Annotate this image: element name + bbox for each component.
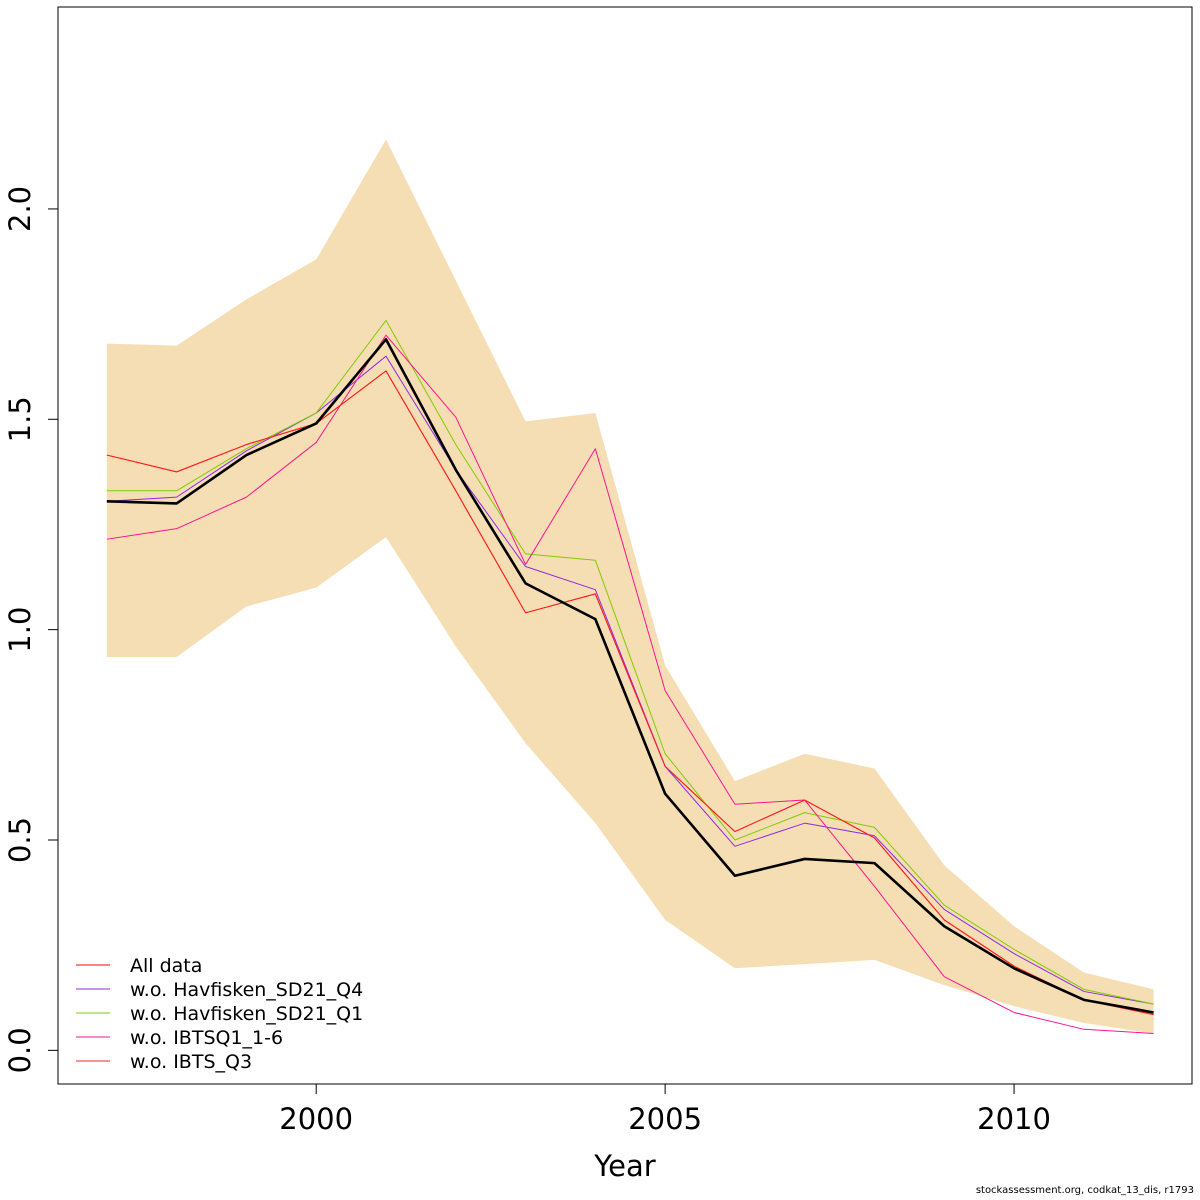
- legend-label: w.o. Havfisken_SD21_Q1: [130, 1003, 363, 1025]
- legend-label: All data: [130, 955, 202, 977]
- series-lines: [106, 319, 1154, 1035]
- x-axis: 2000 2005 2010: [279, 1084, 1051, 1136]
- x-tick-label: 2010: [977, 1102, 1051, 1136]
- y-tick-label: 1.5: [3, 396, 37, 442]
- series-line-5: [106, 370, 1154, 1016]
- series-line-estimate: [106, 338, 1154, 1014]
- legend-label: w.o. IBTS_Q3: [130, 1051, 252, 1073]
- x-tick-label: 2000: [279, 1102, 353, 1136]
- series-line-3: [106, 319, 1154, 1005]
- legend-label: w.o. Havfisken_SD21_Q4: [130, 979, 363, 1001]
- series-line-2: [106, 355, 1154, 1005]
- footnote: stockassessment.org, codkat_13_dis, r179…: [975, 1185, 1194, 1196]
- legend-label: w.o. IBTSQ1_1-6: [130, 1027, 283, 1049]
- confidence-band-area: [106, 139, 1154, 1034]
- y-tick-label: 0.0: [3, 1027, 37, 1073]
- y-tick-label: 2.0: [3, 186, 37, 232]
- confidence-band: [106, 139, 1154, 1034]
- y-tick-label: 1.0: [3, 607, 37, 653]
- x-tick-label: 2005: [628, 1102, 702, 1136]
- x-axis-title: Year: [593, 1149, 655, 1183]
- y-axis: 0.0 0.5 1.0 1.5 2.0: [3, 186, 58, 1073]
- plot-frame: [57, 6, 1193, 1085]
- series-line-4: [106, 334, 1154, 1035]
- y-tick-label: 0.5: [3, 817, 37, 863]
